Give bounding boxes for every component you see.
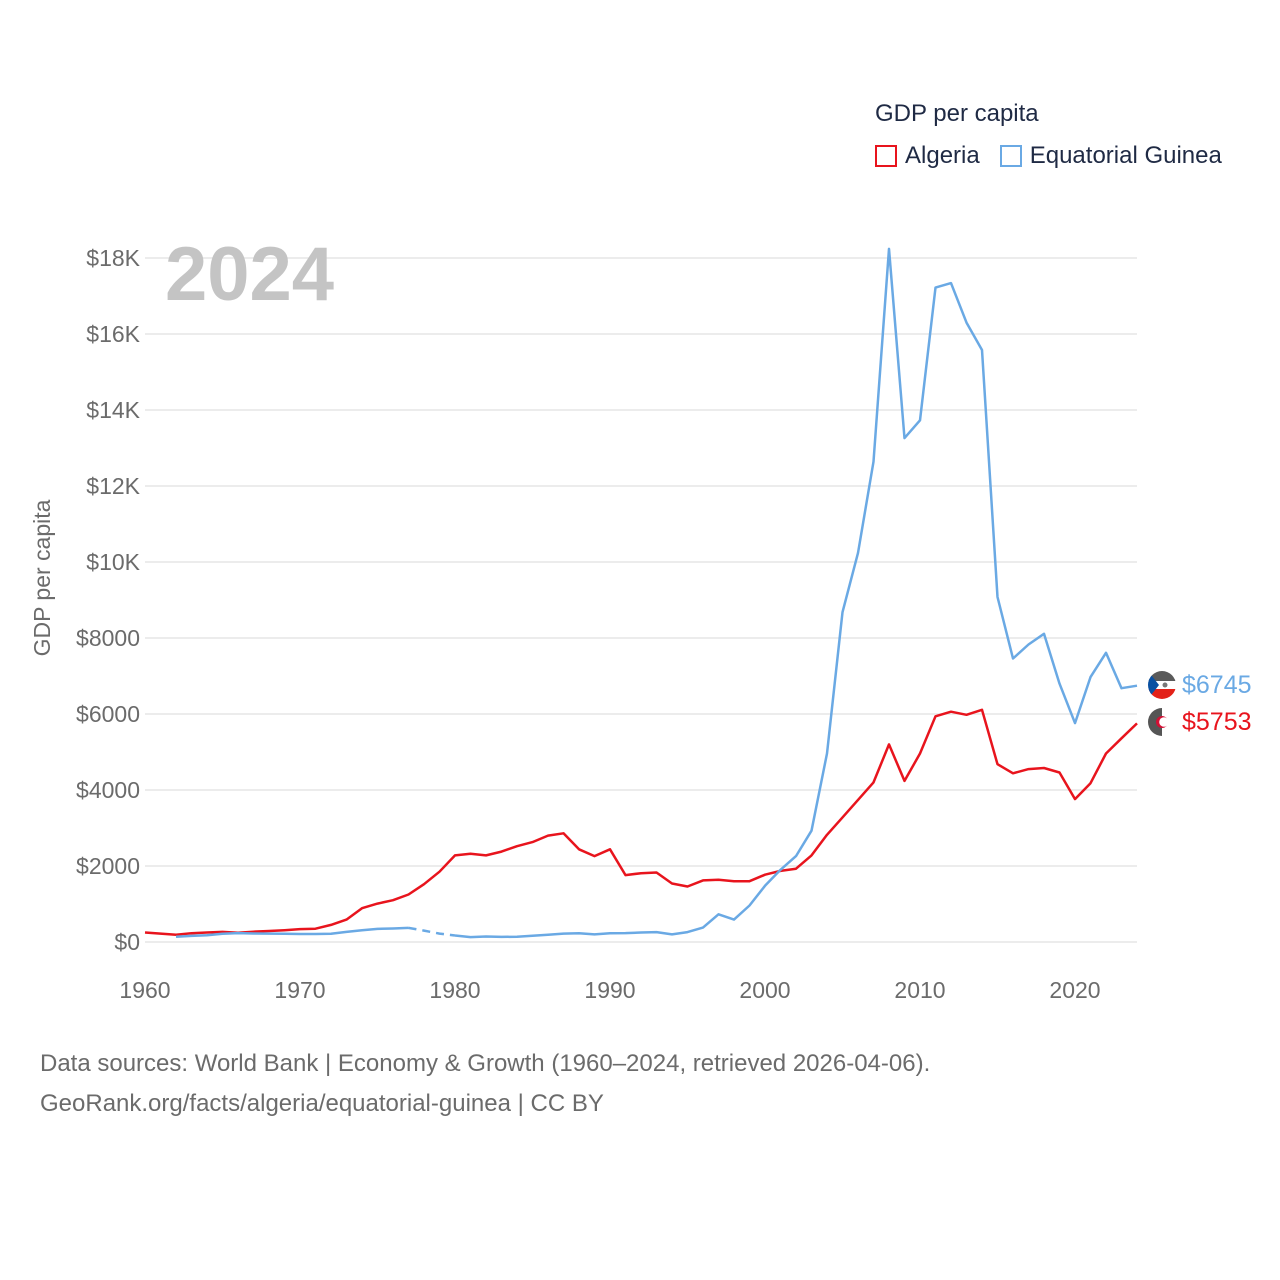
y-tick-label: $14K [86,397,140,423]
footer: Data sources: World Bank | Economy & Gro… [40,1044,930,1124]
legend-swatch-equatorial-guinea [999,145,1022,167]
footer-sources: Data sources: World Bank | Economy & Gro… [40,1050,931,1077]
x-tick-label: 1990 [584,977,635,1003]
series-lines [144,247,1138,939]
legend-label-algeria: Algeria [905,142,980,169]
y-axis-ticks: $0 $2000 $4000 $6000 $8000 $10K $12K $14K $16K $1… [76,245,141,955]
x-tick-label: 2010 [894,977,945,1003]
series-line-equatorial-guinea-1 [408,926,456,937]
x-tick-label: 1970 [274,977,325,1003]
y-tick-label: $8000 [76,625,140,651]
y-tick-label: $12K [86,473,140,499]
equatorial-guinea-flag-icon [1148,671,1176,699]
equatorial-guinea-end-label: $6745 [1182,671,1252,699]
y-tick-label: $4000 [76,777,140,803]
y-tick-label: $16K [86,321,140,347]
x-tick-label: 1980 [429,977,480,1003]
legend-title: GDP per capita [875,100,1039,127]
x-axis-ticks: 1960 1970 1980 1990 2000 2010 2020 [119,977,1100,1003]
footer-link[interactable]: GeoRank.org/facts/algeria/equatorial-gui… [40,1090,604,1117]
y-tick-label: $18K [86,245,140,271]
algeria-flag-icon [1148,708,1176,736]
x-tick-label: 1960 [119,977,170,1003]
grid-lines [145,257,1137,943]
year-label: 2024 [165,232,334,317]
series-line-equatorial-guinea-2 [454,247,1138,939]
series-line-equatorial-guinea-0 [175,926,409,938]
x-tick-label: 2020 [1049,977,1100,1003]
y-tick-label: $6000 [76,701,140,727]
series-line-algeria [144,708,1138,937]
y-axis-label: GDP per capita [29,499,55,656]
legend-item-algeria[interactable]: Algeria [875,142,980,170]
x-tick-label: 2000 [739,977,790,1003]
y-tick-label: $10K [86,549,140,575]
legend: Algeria Equatorial Guinea [875,142,1242,170]
legend-item-equatorial-guinea[interactable]: Equatorial Guinea [999,142,1222,170]
legend-swatch-algeria [875,145,897,167]
legend-label-equatorial-guinea: Equatorial Guinea [1029,142,1222,169]
y-tick-label: $2000 [76,853,140,879]
y-tick-label: $0 [114,929,140,955]
end-markers [1148,671,1176,736]
end-labels: $6745 $5753 [1182,671,1252,736]
algeria-end-label: $5753 [1182,708,1252,736]
